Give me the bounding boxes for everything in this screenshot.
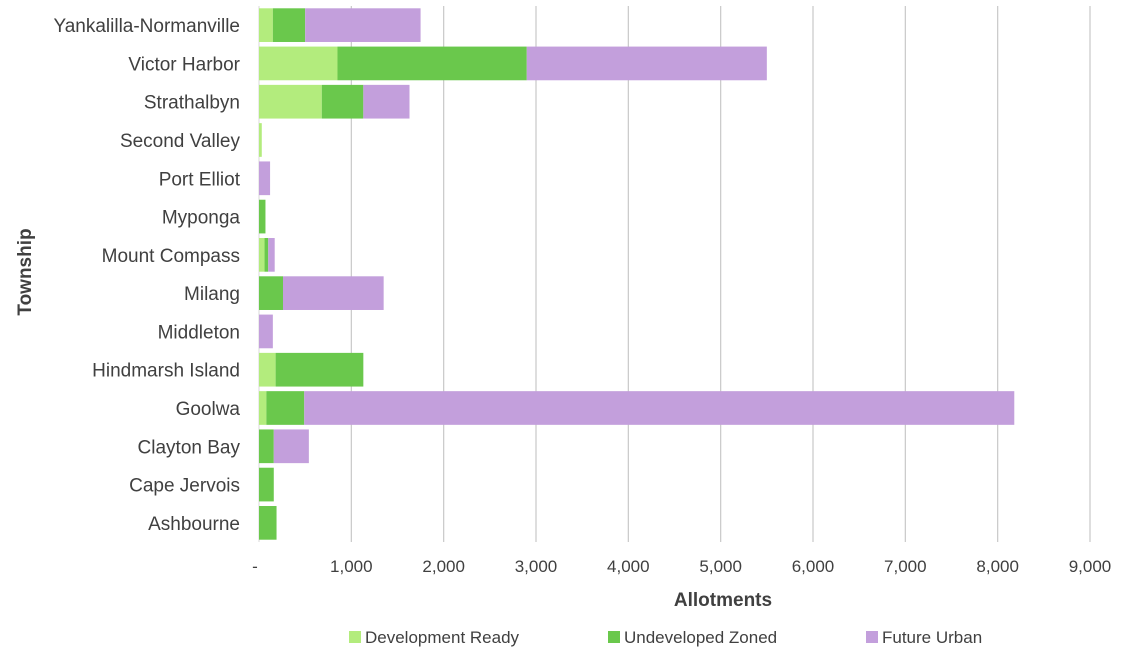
legend-item: Development Ready bbox=[349, 628, 520, 647]
legend-label: Undeveloped Zoned bbox=[624, 628, 777, 647]
bar-segment bbox=[259, 314, 273, 349]
category-label: Middleton bbox=[158, 322, 240, 343]
category-label: Strathalbyn bbox=[144, 93, 240, 114]
bar-segment bbox=[304, 391, 1015, 425]
category-label: Port Elliot bbox=[159, 169, 241, 190]
bar-segment bbox=[305, 8, 421, 42]
bar-segment bbox=[259, 199, 266, 234]
x-tick-label: 2,000 bbox=[422, 557, 465, 576]
legend-item: Future Urban bbox=[866, 628, 982, 647]
category-label: Yankalilla-Normanville bbox=[53, 16, 240, 37]
legend-swatch bbox=[608, 631, 620, 643]
category-label: Milang bbox=[184, 284, 240, 305]
bar-segment bbox=[275, 352, 364, 387]
legend: Development Ready Undeveloped Zoned Future… bbox=[349, 628, 982, 647]
bar-segment bbox=[259, 467, 274, 502]
bar-segment bbox=[259, 429, 274, 464]
bar-segment bbox=[259, 391, 267, 425]
x-tick-label: 7,000 bbox=[884, 557, 927, 576]
legend-swatch bbox=[866, 631, 878, 643]
x-tick-label: 9,000 bbox=[1069, 557, 1112, 576]
x-axis-title: Allotments bbox=[674, 590, 772, 611]
bar-segment bbox=[273, 429, 309, 464]
category-label: Clayton Bay bbox=[138, 437, 241, 458]
x-tick-label: - bbox=[252, 557, 258, 576]
legend-item: Undeveloped Zoned bbox=[608, 628, 777, 647]
bar-segment bbox=[268, 238, 275, 272]
x-tick-label: 8,000 bbox=[976, 557, 1019, 576]
category-label: Cape Jervois bbox=[129, 476, 240, 497]
bar-segment bbox=[259, 238, 265, 272]
category-labels: Yankalilla-Normanville Victor Harbor Strat… bbox=[53, 16, 240, 535]
bar-segment bbox=[264, 238, 269, 272]
y-axis-title: Township bbox=[15, 228, 36, 315]
category-label: Victor Harbor bbox=[128, 54, 240, 75]
category-label: Mount Compass bbox=[102, 246, 240, 267]
bar-segment bbox=[363, 84, 410, 119]
x-tick-label: 1,000 bbox=[330, 557, 373, 576]
x-tick-label: 6,000 bbox=[792, 557, 835, 576]
legend-label: Future Urban bbox=[882, 628, 982, 647]
bars bbox=[259, 8, 1015, 540]
category-label: Ashbourne bbox=[148, 514, 240, 535]
category-label: Goolwa bbox=[176, 399, 241, 420]
bar-segment bbox=[259, 123, 262, 157]
category-label: Second Valley bbox=[120, 131, 241, 152]
bar-segment bbox=[259, 161, 271, 196]
bar-segment bbox=[266, 391, 305, 425]
bar-segment bbox=[259, 506, 277, 540]
bar-segment bbox=[259, 8, 273, 42]
bar-segment bbox=[259, 276, 284, 310]
x-tick-label: 4,000 bbox=[607, 557, 650, 576]
legend-swatch bbox=[349, 631, 361, 643]
bar-segment bbox=[337, 46, 527, 81]
category-label: Myponga bbox=[162, 208, 241, 229]
bar-segment bbox=[259, 46, 338, 81]
bar-segment bbox=[259, 352, 276, 387]
bar-segment bbox=[272, 8, 306, 42]
bar-segment bbox=[321, 84, 364, 119]
category-label: Hindmarsh Island bbox=[92, 361, 240, 382]
x-tick-labels: - 1,000 2,000 3,000 4,000 5,000 6,000 7,000 8,00… bbox=[252, 557, 1111, 576]
legend-label: Development Ready bbox=[365, 628, 520, 647]
bar-segment bbox=[526, 46, 767, 81]
bar-segment bbox=[259, 84, 322, 119]
x-tick-label: 3,000 bbox=[515, 557, 558, 576]
x-tick-label: 5,000 bbox=[699, 557, 742, 576]
bar-segment bbox=[283, 276, 384, 310]
